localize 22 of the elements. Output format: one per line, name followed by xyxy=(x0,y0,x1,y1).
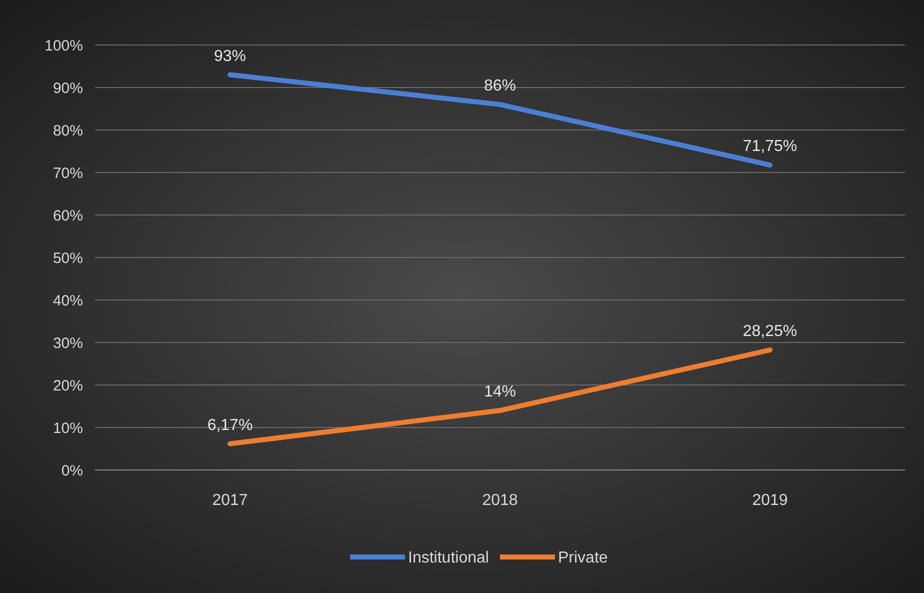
y-tick-label: 70% xyxy=(52,164,83,182)
data-label: 6,17% xyxy=(207,416,253,434)
y-tick-label: 90% xyxy=(52,80,83,97)
x-tick-label: 2019 xyxy=(752,492,788,509)
data-label: 28,25% xyxy=(742,322,798,340)
y-tick-label: 10% xyxy=(52,420,83,437)
y-tick-label: 0% xyxy=(61,462,83,480)
y-tick-label: 100% xyxy=(44,37,83,54)
y-tick-label: 40% xyxy=(52,292,83,310)
data-label: 93% xyxy=(214,48,246,65)
y-tick-label: 60% xyxy=(52,207,83,224)
data-label: 14% xyxy=(484,384,516,400)
data-label: 71,75% xyxy=(742,138,798,156)
y-tick-label: 50% xyxy=(52,250,83,267)
x-tick-label: 2018 xyxy=(482,492,518,509)
x-tick-label: 2017 xyxy=(212,492,248,509)
legend-label: Institutional xyxy=(408,550,489,567)
legend-label: Private xyxy=(558,550,608,567)
y-tick-label: 20% xyxy=(52,377,83,394)
y-tick-label: 80% xyxy=(52,122,83,140)
data-label: 86% xyxy=(484,78,516,94)
y-tick-label: 30% xyxy=(52,334,83,352)
